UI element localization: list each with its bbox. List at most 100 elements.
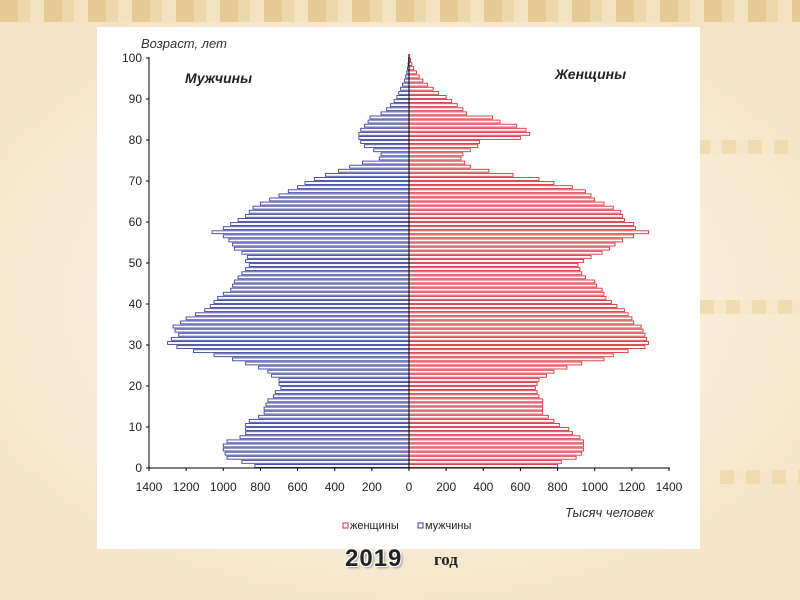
female-bar [408, 168, 490, 173]
male-bar [246, 254, 410, 259]
female-bar [408, 111, 468, 116]
female-bar [408, 328, 644, 333]
female-bar [408, 394, 540, 399]
female-bar [408, 172, 514, 177]
male-bar [272, 394, 410, 399]
male-bar [213, 300, 410, 304]
male-bar [278, 377, 410, 382]
female-bar [408, 123, 518, 128]
x-tick-label: 1000 [581, 480, 608, 494]
female-bar [408, 230, 650, 235]
female-bar [408, 287, 603, 292]
male-bar [248, 263, 410, 267]
population-pyramid-chart: 0 10 20 30 40 50 60 70 80 90 100 1400 1200 1000 800 60… [122, 36, 683, 532]
female-bar [408, 443, 585, 448]
female-bar [408, 78, 424, 83]
female-bar [408, 107, 464, 112]
male-bar [245, 427, 410, 431]
female-bar [408, 291, 605, 296]
female-bar [408, 451, 583, 456]
male-bar [267, 369, 410, 374]
y-tick-label: 50 [129, 256, 143, 270]
female-bar [408, 361, 583, 366]
female-bar [408, 263, 579, 267]
male-bar [167, 341, 410, 345]
legend-female-label: женщины [350, 520, 399, 532]
female-bar [408, 369, 555, 374]
female-bar [408, 377, 540, 382]
y-tick-label: 0 [135, 461, 142, 475]
female-bar [408, 254, 592, 259]
male-bar [363, 144, 410, 149]
female-bar [408, 406, 544, 411]
male-bar [241, 250, 410, 255]
male-bar [245, 423, 410, 427]
male-bar [267, 398, 410, 403]
male-bar [378, 156, 410, 161]
male-bar [324, 172, 410, 177]
male-bar [245, 361, 410, 366]
female-bar [408, 54, 411, 58]
female-bar [408, 418, 555, 423]
x-ticks: 1400 1200 1000 800 600 400 200 0 200 400 600 800 100… [136, 468, 683, 494]
female-bar [408, 234, 635, 239]
male-bar [400, 86, 410, 91]
male-bar [233, 246, 410, 251]
female-bar [408, 271, 583, 276]
female-bar [408, 402, 544, 407]
female-bar [408, 304, 618, 308]
female-bar [408, 324, 642, 329]
female-bar [408, 189, 586, 194]
male-bar [222, 291, 410, 296]
female-bar [408, 246, 611, 251]
male-bar [274, 390, 410, 395]
male-bar [230, 222, 410, 226]
male-bar [265, 402, 410, 407]
x-tick-label: 400 [473, 480, 493, 494]
male-bar [226, 439, 410, 444]
male-bar [271, 373, 410, 378]
male-bar [386, 107, 410, 112]
male-bar [263, 410, 410, 415]
male-bar [269, 197, 410, 202]
male-bar [313, 177, 410, 181]
y-axis-label: Возраст, лет [141, 36, 227, 51]
female-bar [408, 185, 573, 190]
male-bar [393, 99, 410, 103]
female-bar [408, 332, 646, 337]
male-bar [194, 312, 410, 317]
female-bar [408, 390, 538, 395]
female-bar [408, 365, 568, 370]
female-bar [408, 250, 603, 255]
x-tick-label: 200 [436, 480, 456, 494]
male-bar [245, 267, 410, 272]
male-bar [232, 283, 410, 288]
female-bar [408, 152, 464, 157]
x-tick-label: 1400 [136, 480, 163, 494]
male-bar [237, 218, 410, 222]
legend-male-label: мужчины [425, 520, 471, 532]
x-tick-label: 600 [288, 480, 308, 494]
male-bar [245, 259, 410, 263]
year-label: 2019 [345, 545, 403, 572]
decorative-stripe [670, 140, 800, 154]
x-tick-label: 600 [510, 480, 530, 494]
male-bar [363, 123, 410, 128]
female-bar [408, 464, 559, 468]
male-bar [185, 316, 410, 321]
female-bar [408, 140, 481, 144]
female-bar [408, 70, 417, 75]
x-tick-label: 0 [406, 480, 413, 494]
y-tick-label: 20 [129, 379, 143, 393]
male-bar [380, 111, 410, 116]
y-tick-label: 90 [129, 92, 143, 106]
male-bar [245, 213, 410, 218]
female-bar [408, 148, 471, 153]
female-bar [408, 267, 581, 272]
male-bar [248, 418, 410, 423]
female-bar [408, 222, 635, 226]
x-axis-label: Тысяч человек [565, 505, 655, 520]
female-bar [408, 382, 538, 386]
male-bar [259, 201, 410, 206]
female-bar [408, 136, 521, 140]
